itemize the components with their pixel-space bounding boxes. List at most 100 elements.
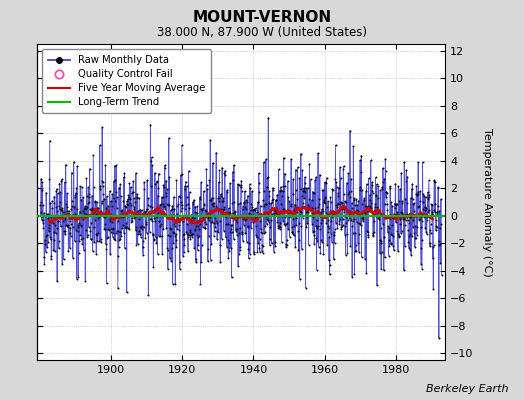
Point (307, 206, 315, 212)
Point (89, 152, 97, 158)
Point (158, 194, 167, 200)
Point (189, 200, 197, 207)
Point (116, 236, 125, 243)
Point (390, 200, 399, 207)
Point (111, 237, 119, 244)
Point (128, 190, 137, 196)
Point (303, 220, 311, 226)
Point (281, 222, 290, 228)
Point (317, 220, 325, 226)
Point (346, 127, 354, 134)
Point (324, 229, 332, 235)
Point (356, 157, 364, 163)
Point (146, 121, 155, 128)
Point (378, 184, 387, 190)
Point (245, 181, 254, 187)
Point (166, 233, 174, 240)
Point (81, 277, 90, 284)
Point (92, 250, 101, 257)
Point (353, 212, 362, 218)
Point (152, 178, 161, 185)
Point (172, 203, 181, 209)
Point (410, 200, 418, 206)
Point (435, 335, 443, 341)
Point (367, 157, 375, 164)
Point (361, 210, 369, 216)
Point (377, 266, 385, 272)
Point (352, 241, 360, 248)
Point (193, 232, 201, 238)
Point (281, 170, 289, 177)
Point (267, 240, 276, 246)
Point (170, 222, 179, 229)
Point (143, 177, 151, 184)
Point (177, 172, 185, 178)
Point (294, 228, 302, 234)
Point (274, 212, 282, 218)
Point (57, 207, 65, 214)
Point (268, 199, 276, 205)
Point (77, 222, 85, 228)
Point (248, 204, 256, 210)
Point (151, 217, 160, 224)
Point (420, 192, 428, 199)
Point (184, 201, 192, 208)
Point (174, 193, 183, 199)
Point (69, 224, 78, 230)
Point (203, 186, 212, 192)
Point (181, 183, 189, 189)
Point (188, 213, 196, 220)
Point (258, 250, 267, 256)
Point (354, 208, 362, 214)
Point (165, 202, 173, 208)
Point (408, 181, 417, 187)
Point (136, 223, 145, 230)
Point (58, 206, 67, 213)
Point (296, 212, 304, 218)
Point (234, 182, 243, 189)
Point (214, 195, 222, 201)
Point (110, 236, 118, 242)
Point (186, 229, 194, 236)
Point (185, 189, 194, 195)
Point (133, 191, 141, 197)
Point (121, 224, 129, 230)
Point (167, 212, 175, 218)
Point (372, 192, 380, 198)
Point (216, 191, 225, 198)
Point (95, 212, 103, 218)
Point (419, 205, 428, 212)
Point (271, 197, 280, 203)
Point (47, 214, 55, 220)
Point (283, 237, 291, 243)
Point (149, 237, 158, 243)
Point (99, 183, 107, 190)
Point (78, 213, 86, 220)
Point (136, 206, 145, 213)
Point (335, 201, 344, 208)
Point (309, 228, 318, 235)
Point (364, 203, 372, 210)
Point (71, 238, 79, 244)
Point (38, 217, 46, 223)
Point (298, 246, 306, 252)
Point (392, 219, 400, 226)
Point (118, 214, 127, 220)
Point (286, 208, 294, 214)
Point (401, 222, 409, 228)
Point (257, 229, 266, 235)
Point (202, 182, 211, 188)
Point (127, 184, 135, 190)
Point (140, 185, 149, 192)
Point (59, 256, 68, 262)
Point (219, 198, 227, 204)
Point (350, 196, 358, 203)
Point (420, 207, 429, 213)
Point (410, 213, 419, 220)
Point (183, 230, 191, 237)
Point (143, 205, 151, 212)
Point (405, 245, 413, 251)
Point (95, 238, 103, 244)
Point (64, 215, 73, 221)
Point (401, 196, 410, 202)
